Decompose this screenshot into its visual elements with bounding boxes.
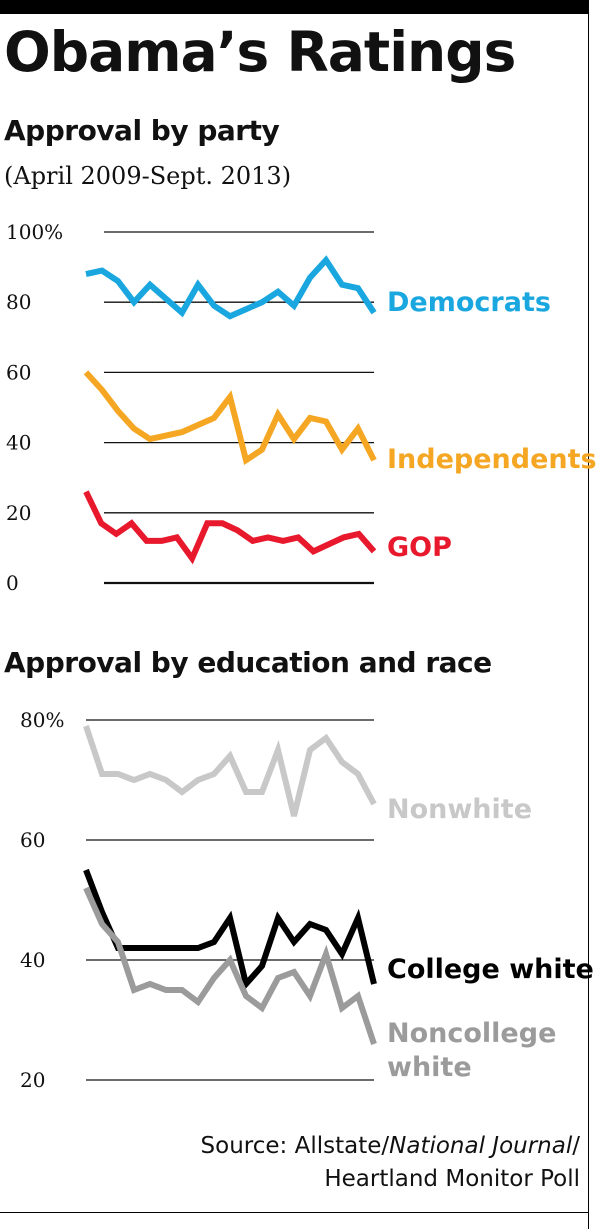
y-tick-label: 40 <box>6 431 31 455</box>
y-tick-label: 40 <box>20 948 45 972</box>
source-line-2: Heartland Monitor Poll <box>324 1166 580 1193</box>
series-line-noncollege-white <box>83 886 377 1045</box>
series-label-noncollege-white: Noncollege white <box>387 1018 556 1083</box>
party-approval-chart: 100% 80 60 40 20 0 Democrats Independents GOP <box>6 220 597 595</box>
series-line-democrats <box>85 255 377 320</box>
right-rule <box>588 0 589 1229</box>
series-label-nonwhite: Nonwhite <box>387 794 532 825</box>
source-suffix: / <box>572 1133 580 1159</box>
source-note: Source: Allstate/National Journal/ Heart… <box>201 1130 580 1197</box>
series-label-gop: GOP <box>387 532 452 563</box>
source-italic: National Journal <box>389 1133 573 1159</box>
series-line-nonwhite <box>83 725 377 817</box>
y-tick-label: 80% <box>20 708 64 732</box>
series-line-gop <box>83 490 377 565</box>
chart1-subtitle: (April 2009-Sept. 2013) <box>4 162 292 190</box>
source-prefix: Source: Allstate/ <box>200 1133 390 1159</box>
y-tick-label: 80 <box>6 290 31 314</box>
y-tick-label: 60 <box>6 360 31 384</box>
page-title: Obama’s Ratings <box>4 20 516 84</box>
series-label-independents: Independents <box>387 444 597 475</box>
education-race-approval-chart: 80% 60 40 20 Nonwhite College white Noncollege… <box>20 708 594 1092</box>
series-label-college-white: College white <box>387 954 594 985</box>
y-tick-label: 100% <box>6 220 63 244</box>
y-tick-label: 0 <box>6 571 19 595</box>
source-line-1: Source: Allstate/National Journal/ <box>201 1130 580 1163</box>
chart1-title: Approval by party <box>4 114 280 147</box>
bottom-rule <box>0 1212 588 1213</box>
y-tick-label: 60 <box>20 828 45 852</box>
chart2-title: Approval by education and race <box>4 646 492 679</box>
top-bar <box>0 0 588 14</box>
series-line-college-white <box>83 868 377 991</box>
y-tick-label: 20 <box>20 1068 45 1092</box>
series-label-democrats: Democrats <box>387 287 551 318</box>
series-line-independents <box>83 370 377 466</box>
y-tick-label: 20 <box>6 501 31 525</box>
